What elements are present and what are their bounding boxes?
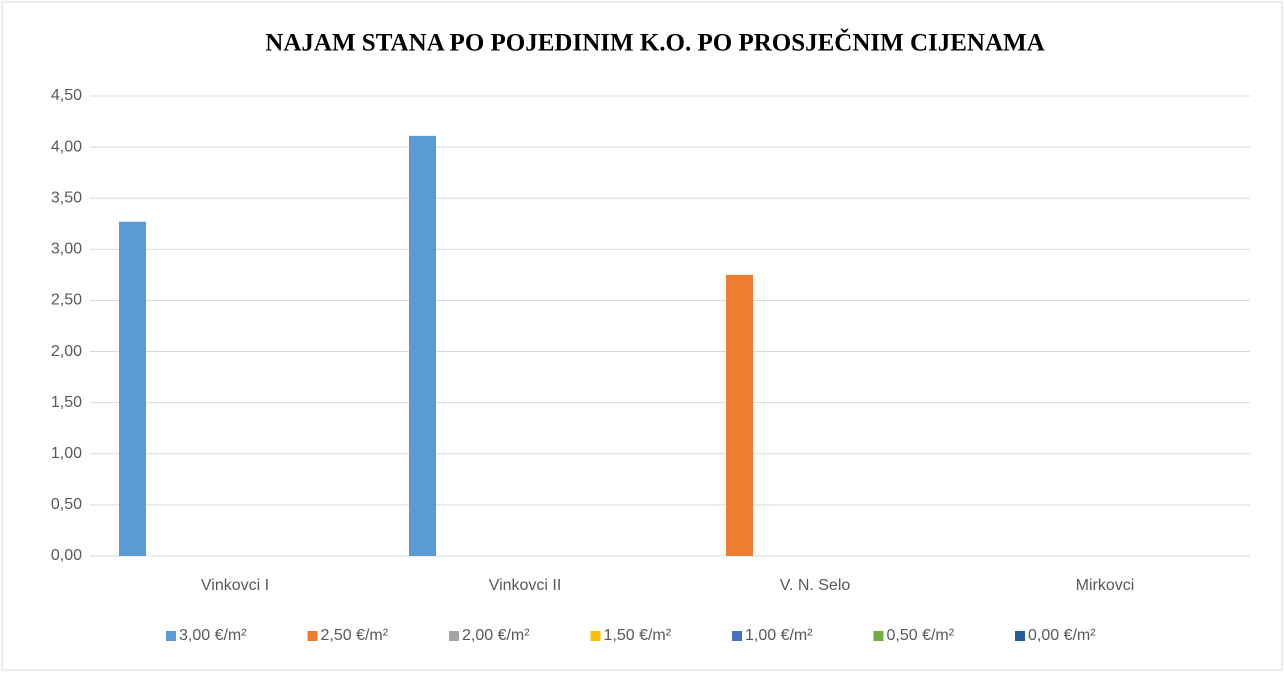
y-tick-label: 3,50	[51, 189, 82, 206]
bar	[409, 135, 436, 556]
legend-swatch	[732, 631, 742, 641]
legend-label: 3,00 €/m²	[179, 627, 247, 644]
legend-swatch	[307, 631, 318, 641]
x-tick-label: V. N. Selo	[780, 577, 851, 594]
y-tick-label: 0,50	[51, 496, 82, 513]
legend-label: 0,50 €/m²	[887, 627, 955, 644]
legend-label: 2,50 €/m²	[321, 627, 389, 644]
legend-label: 0,00 €/m²	[1028, 627, 1096, 644]
y-tick-label: 0,00	[51, 547, 82, 564]
x-tick-label: Mirkovci	[1076, 577, 1135, 594]
bar	[726, 274, 753, 556]
y-tick-label: 4,50	[51, 87, 82, 104]
y-tick-label: 1,00	[51, 445, 82, 462]
legend-label: 2,00 €/m²	[462, 627, 530, 644]
y-tick-label: 1,50	[51, 394, 82, 411]
y-tick-label: 2,50	[51, 292, 82, 309]
legend-swatch	[166, 631, 176, 641]
y-tick-label: 2,00	[51, 343, 82, 360]
legend-swatch	[590, 631, 601, 641]
y-tick-label: 3,00	[51, 241, 82, 258]
y-tick-label: 4,00	[51, 138, 82, 155]
bar	[119, 221, 146, 556]
legend-swatch	[873, 631, 884, 641]
legend-label: 1,50 €/m²	[604, 627, 672, 644]
legend-swatch	[1015, 631, 1025, 641]
legend-label: 1,00 €/m²	[745, 627, 813, 644]
chart-title: NAJAM STANA PO POJEDINIM K.O. PO PROSJEČ…	[265, 28, 1044, 57]
x-tick-label: Vinkovci II	[489, 577, 562, 594]
x-tick-label: Vinkovci I	[201, 577, 269, 594]
legend-swatch	[449, 631, 459, 641]
